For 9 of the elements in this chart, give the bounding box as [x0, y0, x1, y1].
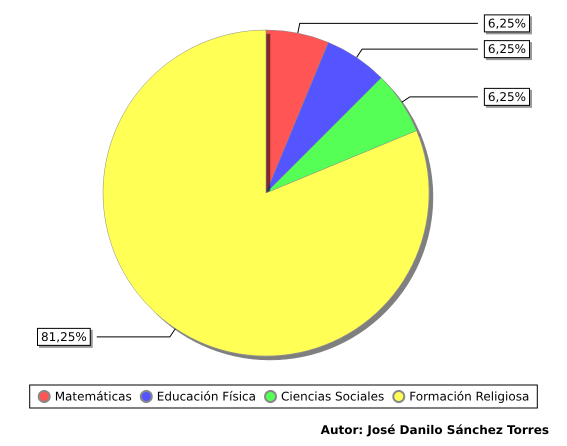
legend-label: Educación Física: [156, 390, 256, 404]
legend-label: Matemáticas: [54, 390, 132, 404]
data-label: 6,25%: [488, 90, 526, 104]
data-label: 81,25%: [41, 330, 87, 344]
legend-label: Ciencias Sociales: [281, 390, 384, 404]
text: Autor: José Danilo Sánchez Torres: [320, 423, 550, 437]
legend-label: Formación Religiosa: [409, 390, 530, 404]
data-label: 6,25%: [488, 16, 526, 30]
data-label: 6,25%: [488, 42, 526, 56]
